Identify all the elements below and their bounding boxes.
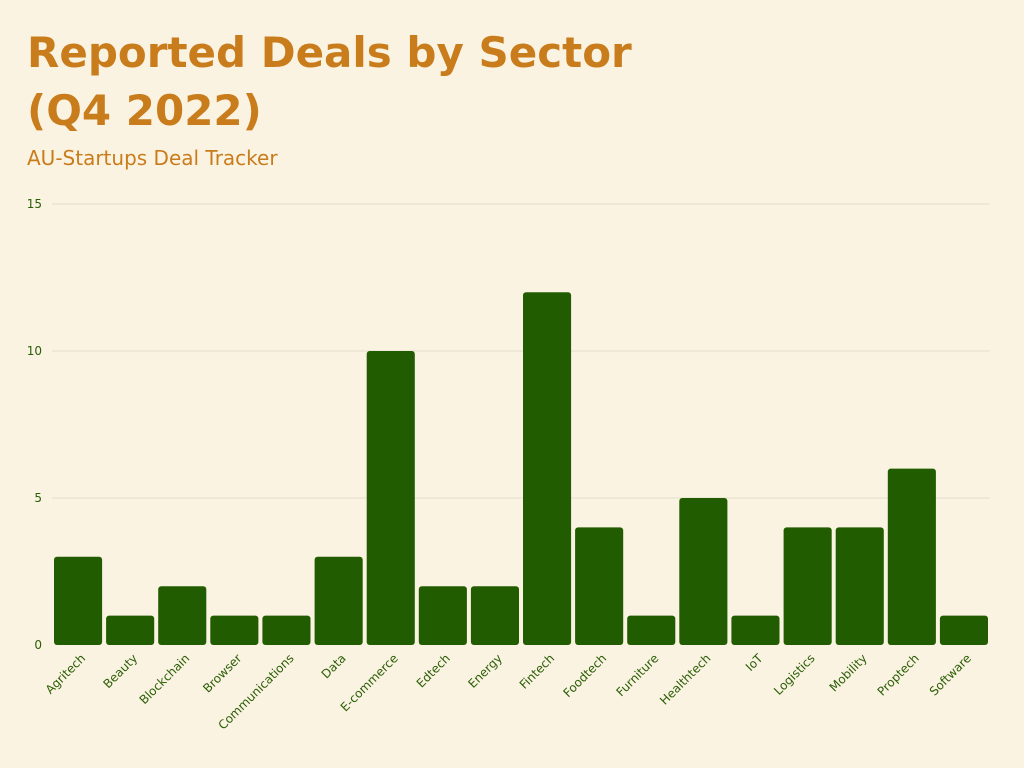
chart-title: Reported Deals by Sector (Q4 2022)	[27, 28, 632, 135]
x-tick-label: Furniture	[613, 651, 661, 699]
bar-data	[314, 556, 363, 645]
x-tick-label: Proptech	[875, 651, 922, 698]
bar-proptech	[887, 468, 936, 645]
x-tick-label: Blockchain	[137, 651, 193, 707]
y-tick-label: 15	[27, 197, 42, 211]
y-tick-label: 10	[27, 344, 42, 358]
x-tick-label: Browser	[200, 651, 244, 695]
x-tick-label: Healthtech	[657, 651, 713, 707]
x-tick-label: Agritech	[43, 651, 89, 697]
bar-fintech	[523, 292, 572, 645]
bar-mobility	[835, 527, 884, 645]
bar-communications	[262, 615, 311, 645]
x-tick-label: Data	[319, 651, 349, 681]
bar-browser	[210, 615, 259, 645]
bar-iot	[731, 615, 780, 645]
y-axis-tick-labels: 0 5 10 15	[27, 197, 42, 652]
bar-healthtech	[679, 498, 728, 645]
bar-edtech	[418, 586, 467, 645]
x-tick-label: Energy	[465, 651, 505, 691]
bar-foodtech	[575, 527, 624, 645]
bar-software	[939, 615, 988, 645]
bar-energy	[470, 586, 519, 645]
x-tick-label: Fintech	[517, 651, 557, 691]
bar-agritech	[54, 556, 103, 645]
y-tick-label: 5	[34, 491, 42, 505]
x-tick-label: Logistics	[771, 651, 818, 698]
bars	[54, 292, 988, 645]
x-tick-label: Mobility	[827, 651, 870, 694]
bar-blockchain	[158, 586, 207, 645]
bar-furniture	[627, 615, 676, 645]
x-tick-label: Edtech	[414, 651, 453, 690]
chart-subtitle: AU-Startups Deal Tracker	[27, 146, 278, 170]
x-tick-label: Foodtech	[560, 651, 609, 700]
x-tick-label: Beauty	[100, 651, 140, 691]
y-tick-label: 0	[34, 638, 42, 652]
x-tick-label: Software	[927, 651, 974, 698]
gridlines	[52, 203, 990, 499]
bar-logistics	[783, 527, 832, 645]
x-tick-label: IoT	[743, 651, 766, 674]
bar-e-commerce	[366, 351, 415, 645]
bar-beauty	[106, 615, 155, 645]
